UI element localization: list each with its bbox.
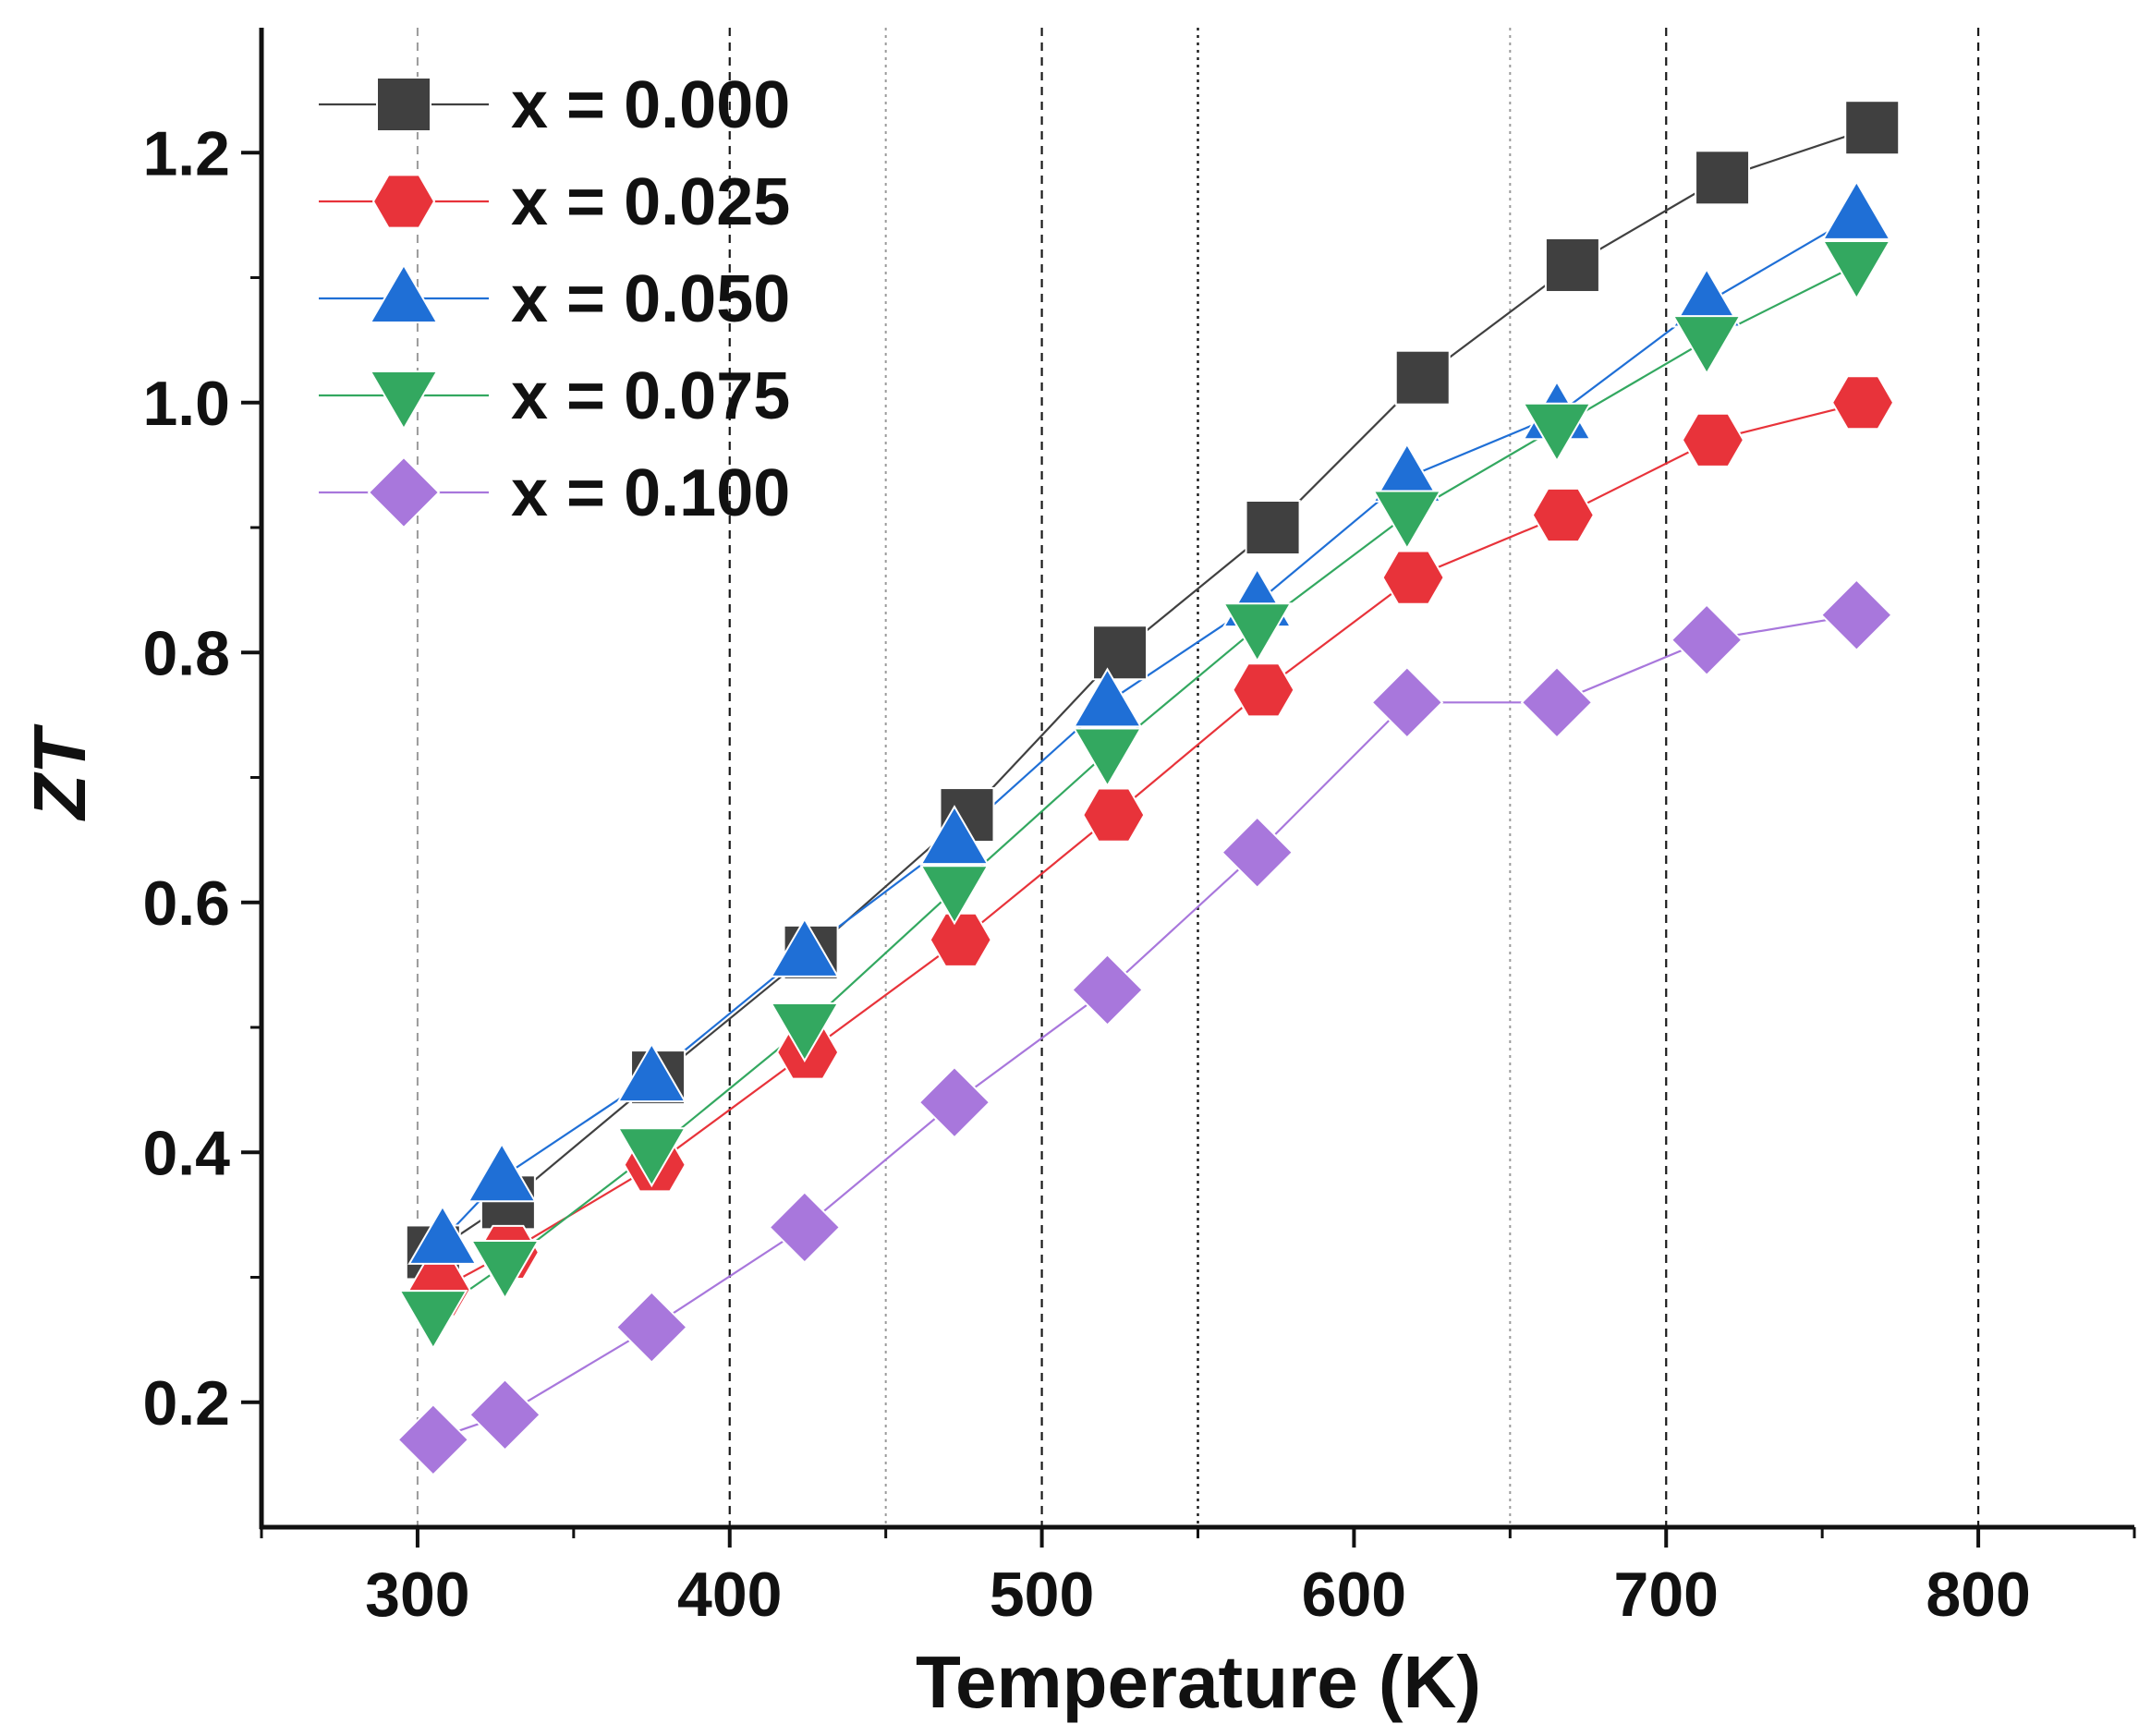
data-point-series-3	[1221, 602, 1293, 663]
data-point-series-1	[1830, 375, 1895, 431]
data-point-series-3	[469, 1239, 541, 1300]
data-point-series-4	[1520, 665, 1594, 739]
data-point-series-4	[1370, 665, 1444, 739]
legend-marker	[367, 455, 441, 529]
data-point-series-1	[929, 912, 992, 967]
data-point-series-2	[770, 917, 840, 977]
legend-label: x = 0.050	[511, 262, 790, 336]
data-point-series-2	[919, 805, 990, 866]
data-point-series-2	[616, 1042, 687, 1103]
data-point-series-4	[768, 1190, 842, 1264]
data-point-series-3	[1522, 402, 1592, 463]
legend: x = 0.000 x = 0.025 x = 0.050 x = 0.075 x = …	[319, 68, 790, 530]
data-point-series-1	[1681, 412, 1745, 467]
x-tick-label: 500	[990, 1560, 1094, 1630]
data-point-series-2	[467, 1142, 537, 1203]
data-point-series-0	[1844, 100, 1901, 156]
x-axis-title: Temperature (K)	[916, 1641, 1481, 1723]
data-point-series-0	[1092, 625, 1148, 681]
data-point-series-3	[398, 1290, 468, 1351]
y-tick-label: 1.0	[142, 369, 230, 439]
data-point-series-0	[1695, 150, 1751, 206]
x-tick-label: 300	[365, 1560, 469, 1630]
data-point-series-1	[1232, 662, 1295, 718]
y-tick-label: 1.2	[142, 118, 230, 188]
legend-label: x = 0.000	[511, 68, 790, 142]
data-point-series-4	[1221, 816, 1294, 890]
data-point-series-4	[1819, 578, 1893, 652]
legend-label: x = 0.025	[511, 165, 790, 239]
x-tick-label: 400	[677, 1560, 782, 1630]
data-point-series-4	[918, 1065, 991, 1139]
data-point-series-0	[1544, 237, 1600, 293]
y-axis-title: ZT	[18, 723, 101, 821]
data-point-series-3	[1072, 727, 1143, 788]
data-point-series-1	[1531, 487, 1595, 543]
x-tick-label: 700	[1614, 1560, 1719, 1630]
data-point-series-4	[1071, 953, 1144, 1026]
data-point-series-3	[1821, 239, 1892, 300]
legend-marker	[376, 77, 431, 132]
data-point-series-3	[770, 1002, 840, 1062]
data-point-series-3	[1372, 490, 1442, 551]
legend-marker	[369, 370, 439, 431]
legend-label: x = 0.100	[511, 456, 790, 530]
data-point-series-3	[919, 865, 990, 926]
axes: 300 400 500 600 700 800 0.2 0.4 0.6 0.8 1.0 1.2	[142, 28, 2136, 1630]
data-point-series-1	[1082, 787, 1146, 843]
data-point-series-0	[1245, 500, 1301, 555]
data-point-series-2	[407, 1204, 478, 1265]
series-markers	[396, 100, 1901, 1476]
data-point-series-2	[1072, 667, 1143, 728]
legend-label: x = 0.075	[511, 359, 790, 433]
data-point-series-3	[616, 1127, 687, 1188]
x-tick-label: 800	[1926, 1560, 2030, 1630]
x-tick-label: 600	[1302, 1560, 1406, 1630]
y-tick-label: 0.8	[142, 618, 230, 688]
legend-marker	[371, 174, 436, 229]
data-point-series-4	[468, 1378, 541, 1451]
data-point-series-2	[1821, 179, 1892, 240]
y-tick-label: 0.4	[142, 1118, 230, 1188]
y-tick-label: 0.2	[142, 1368, 230, 1439]
data-point-series-3	[1671, 315, 1742, 376]
data-point-series-1	[1381, 550, 1445, 605]
data-point-series-4	[1670, 603, 1744, 677]
legend-marker	[369, 263, 439, 323]
data-point-series-0	[1394, 349, 1451, 406]
data-point-series-4	[614, 1291, 688, 1365]
data-point-series-4	[396, 1402, 470, 1476]
y-tick-label: 0.6	[142, 868, 230, 939]
